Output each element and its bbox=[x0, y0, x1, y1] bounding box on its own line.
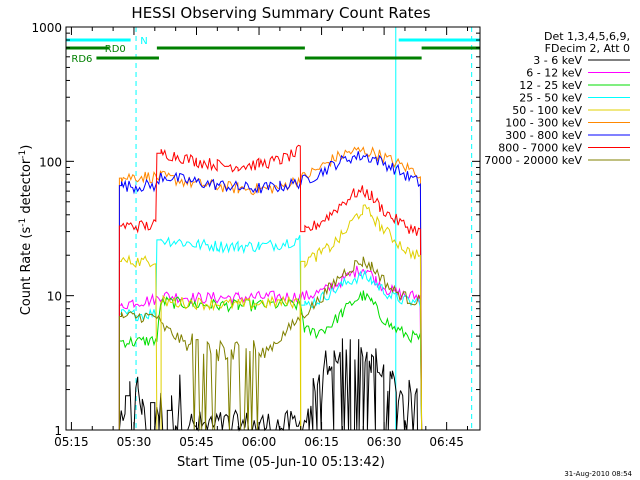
series-line-9 bbox=[300, 204, 426, 431]
x-tick-label-2: 05:45 bbox=[179, 435, 214, 449]
plot-frame bbox=[65, 26, 481, 431]
x-tick-label-3: 06:00 bbox=[242, 435, 277, 449]
series-line-1 bbox=[118, 265, 426, 431]
series-line-3 bbox=[118, 235, 426, 431]
y-axis-label-mid: detector bbox=[19, 158, 34, 218]
flag-label-n: N bbox=[140, 36, 147, 47]
timestamp: 31-Aug-2010 08:54 bbox=[564, 470, 632, 478]
axes: 1 10 100 1000 05:15 05:30 05:45 06:00 06:15 06:30… bbox=[31, 21, 480, 449]
legend-label-0: 3 - 6 keV bbox=[533, 54, 582, 67]
flag-label-rd6: RD6 bbox=[71, 54, 92, 65]
series-line-0 bbox=[118, 338, 422, 432]
series-line-6 bbox=[118, 151, 426, 431]
series-line-4 bbox=[118, 254, 162, 431]
y-tick-label-1: 10 bbox=[47, 290, 62, 304]
legend: Det 1,3,4,5,6,9, FDecim 2, Att 0 3 - 6 k… bbox=[484, 30, 630, 167]
legend-label-4: 50 - 100 keV bbox=[512, 104, 582, 117]
series-line-8 bbox=[118, 256, 426, 431]
y-tick-label-2: 100 bbox=[39, 155, 62, 169]
flag-label-rd0: RD0 bbox=[105, 44, 126, 55]
plot-area: N RD0 RD6 bbox=[65, 27, 480, 432]
legend-label-5: 100 - 300 keV bbox=[505, 117, 582, 130]
legend-label-7: 800 - 7000 keV bbox=[498, 142, 582, 155]
chart-title: HESSI Observing Summary Count Rates bbox=[131, 4, 430, 22]
x-tick-label-4: 06:15 bbox=[304, 435, 339, 449]
legend-label-3: 25 - 50 keV bbox=[519, 92, 582, 105]
y-axis-label-sup2: -1 bbox=[18, 150, 28, 159]
x-tick-label-5: 06:30 bbox=[367, 435, 402, 449]
series-line-2 bbox=[118, 290, 426, 431]
y-tick-label-3: 1000 bbox=[31, 21, 62, 35]
legend-label-8: 7000 - 20000 keV bbox=[484, 154, 582, 167]
y-axis-label-main: Count Rate (s bbox=[19, 227, 34, 316]
x-tick-label-6: 06:45 bbox=[429, 435, 464, 449]
legend-label-6: 300 - 800 keV bbox=[505, 129, 582, 142]
legend-label-1: 6 - 12 keV bbox=[526, 67, 582, 80]
y-axis-label-sup1: -1 bbox=[18, 218, 28, 227]
series-line-7 bbox=[118, 144, 426, 431]
legend-header-2: FDecim 2, Att 0 bbox=[545, 42, 630, 55]
legend-header-1: Det 1,3,4,5,6,9, bbox=[544, 30, 630, 43]
y-tick-label-0: 1 bbox=[54, 424, 62, 438]
legend-label-2: 12 - 25 keV bbox=[519, 79, 582, 92]
x-axis-label: Start Time (05-Jun-10 05:13:42) bbox=[177, 455, 385, 470]
x-tick-label-0: 05:15 bbox=[54, 435, 89, 449]
series-line-10 bbox=[160, 294, 305, 431]
x-tick-label-1: 05:30 bbox=[117, 435, 152, 449]
y-axis-label: Count Rate (s-1 detector-1) bbox=[18, 145, 34, 316]
y-axis-label-end: ) bbox=[19, 145, 34, 150]
